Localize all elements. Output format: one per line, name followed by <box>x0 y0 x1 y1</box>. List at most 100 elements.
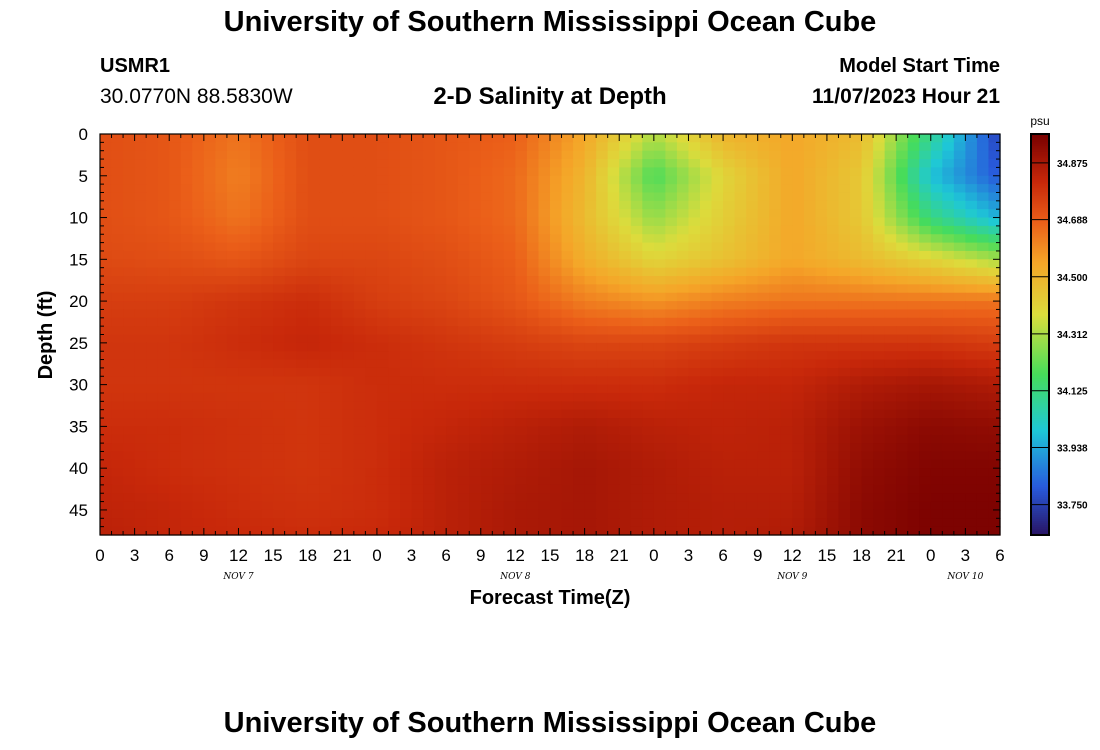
heatmap-cell <box>100 401 113 411</box>
heatmap-cell <box>630 359 643 369</box>
heatmap-cell <box>838 259 851 269</box>
heatmap-cell <box>896 234 909 244</box>
heatmap-cell <box>480 317 493 327</box>
heatmap-cell <box>457 142 470 152</box>
heatmap-cell <box>815 159 828 169</box>
heatmap-cell <box>388 242 401 252</box>
heatmap-cell <box>700 459 713 469</box>
heatmap-cell <box>134 167 147 177</box>
heatmap-cell <box>492 225 505 235</box>
heatmap-cell <box>665 334 678 344</box>
heatmap-cell <box>896 451 909 461</box>
heatmap-cell <box>723 342 736 352</box>
heatmap-cell <box>642 234 655 244</box>
heatmap-cell <box>146 259 159 269</box>
heatmap-cell <box>400 493 413 503</box>
heatmap-cell <box>746 493 759 503</box>
heatmap-cell <box>803 476 816 486</box>
heatmap-cell <box>457 351 470 361</box>
colorbar-band <box>1031 238 1049 241</box>
heatmap-cell <box>653 484 666 494</box>
heatmap-cell <box>134 184 147 194</box>
heatmap-cell <box>619 392 632 402</box>
heatmap-cell <box>134 459 147 469</box>
heatmap-cell <box>861 501 874 511</box>
heatmap-cell <box>330 526 343 536</box>
heatmap-cell <box>653 284 666 294</box>
heatmap-cell <box>388 234 401 244</box>
heatmap-cell <box>146 200 159 210</box>
heatmap-cell <box>526 184 540 194</box>
colorbar-band <box>1031 272 1049 275</box>
heatmap-cell <box>365 501 378 511</box>
heatmap-cell <box>215 159 228 169</box>
heatmap-cell <box>780 409 793 419</box>
heatmap-cell <box>561 392 574 402</box>
colorbar-band <box>1031 466 1049 470</box>
heatmap-cell <box>930 526 943 536</box>
heatmap-cell <box>573 409 586 419</box>
colorbar-band <box>1031 156 1049 159</box>
heatmap-cell <box>480 468 493 478</box>
heatmap-cell <box>757 434 770 444</box>
heatmap-cell <box>803 242 816 252</box>
heatmap-cell <box>676 484 690 494</box>
heatmap-cell <box>480 175 493 185</box>
heatmap-cell <box>434 526 447 536</box>
heatmap-cell <box>342 134 355 143</box>
heatmap-cell <box>526 409 540 419</box>
heatmap-cell <box>780 434 793 444</box>
heatmap-cell <box>873 250 886 260</box>
heatmap-cell <box>111 225 124 235</box>
heatmap-cell <box>665 209 678 219</box>
heatmap-cell <box>850 242 863 252</box>
heatmap-cell <box>100 242 113 252</box>
heatmap-cell <box>446 309 459 319</box>
heatmap-cell <box>457 317 470 327</box>
heatmap-cell <box>111 175 124 185</box>
heatmap-cell <box>353 342 366 352</box>
heatmap-cell <box>619 259 632 269</box>
heatmap-cell <box>653 250 666 260</box>
heatmap-cell <box>780 326 793 336</box>
heatmap-cell <box>330 242 343 252</box>
heatmap-cell <box>515 334 528 344</box>
heatmap-cell <box>446 401 459 411</box>
heatmap-cell <box>365 225 378 235</box>
heatmap-cell <box>861 142 874 152</box>
heatmap-cell <box>930 234 943 244</box>
heatmap-cell <box>746 484 759 494</box>
heatmap-cell <box>607 284 620 294</box>
heatmap-cell <box>584 234 597 244</box>
heatmap-cell <box>526 509 540 519</box>
heatmap-cell <box>688 451 701 461</box>
heatmap-cell <box>930 443 943 453</box>
heatmap-cell <box>457 376 470 386</box>
heatmap-cell <box>400 451 413 461</box>
heatmap-cell <box>907 267 920 277</box>
heatmap-cell <box>203 509 216 519</box>
heatmap-cell <box>792 426 805 436</box>
heatmap-cell <box>503 409 516 419</box>
heatmap-cell <box>261 259 274 269</box>
heatmap-cell <box>134 134 147 143</box>
heatmap-cell <box>180 434 193 444</box>
heatmap-cell <box>907 418 920 427</box>
heatmap-cell <box>134 334 147 344</box>
heatmap-cell <box>884 242 897 252</box>
heatmap-cell <box>400 184 413 194</box>
heatmap-cell <box>619 418 632 427</box>
heatmap-cell <box>561 518 574 528</box>
heatmap-cell <box>850 284 863 294</box>
heatmap-cell <box>515 509 528 519</box>
heatmap-cell <box>353 234 366 244</box>
heatmap-cell <box>596 493 609 503</box>
heatmap-cell <box>169 200 182 210</box>
heatmap-cell <box>330 142 343 152</box>
heatmap-cell <box>561 451 574 461</box>
heatmap-cell <box>607 292 620 302</box>
heatmap-cell <box>192 309 205 319</box>
colorbar-band <box>1031 380 1049 384</box>
heatmap-cell <box>192 526 205 536</box>
heatmap-cell <box>538 526 551 536</box>
